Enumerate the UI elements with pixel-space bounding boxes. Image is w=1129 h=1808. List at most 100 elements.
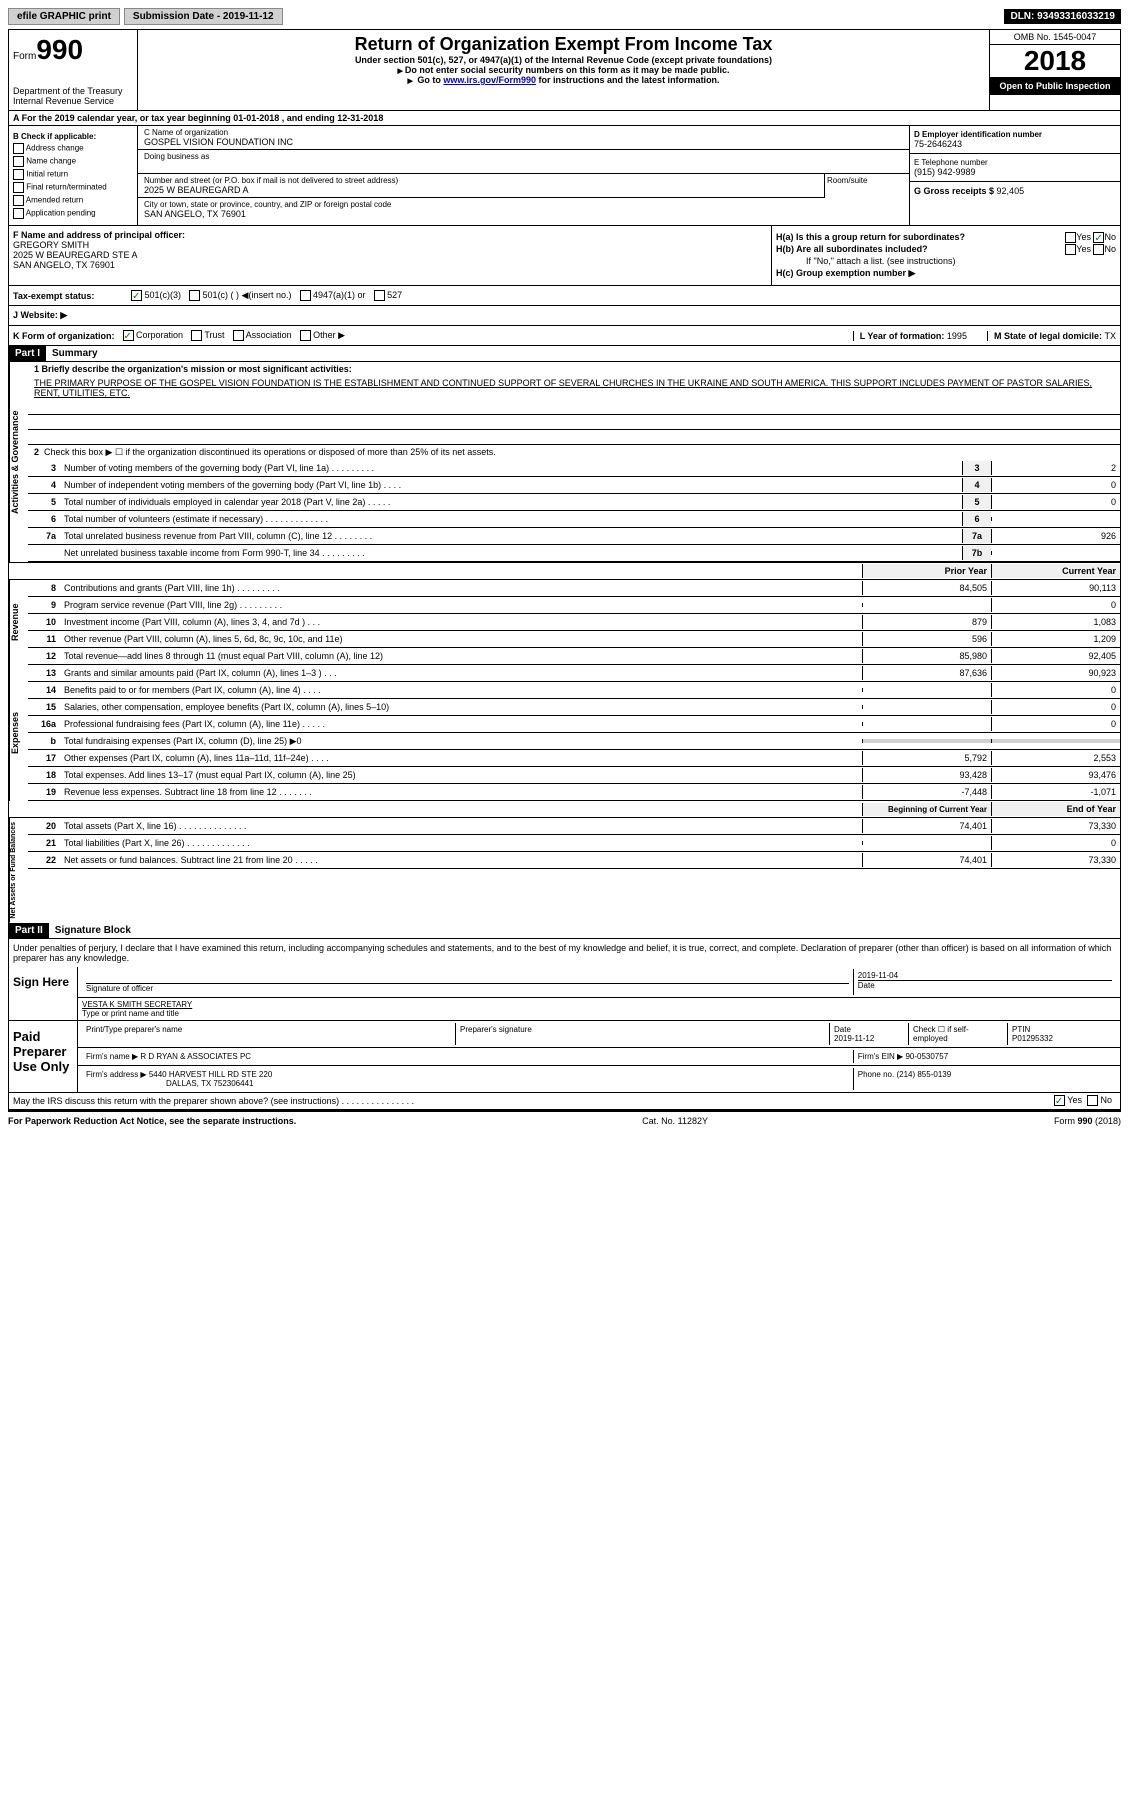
submission-date-value: 2019-11-12 (223, 11, 274, 22)
prep-name-label: Print/Type preparer's name (82, 1023, 456, 1045)
line-13: 13Grants and similar amounts paid (Part … (28, 665, 1120, 682)
part1-header: Part ISummary (9, 346, 1120, 362)
line-11: 11Other revenue (Part VIII, column (A), … (28, 631, 1120, 648)
col-b-title: B Check if applicable: (13, 132, 133, 141)
cb-other[interactable]: Other ▶ (300, 330, 345, 341)
room-suite-label: Room/suite (825, 174, 909, 198)
irs-discuss-no[interactable] (1087, 1095, 1098, 1106)
gross-value: 92,405 (997, 186, 1025, 196)
cb-trust[interactable]: Trust (191, 330, 225, 341)
cb-501c3[interactable]: 501(c)(3) (131, 290, 181, 301)
header-mid: Return of Organization Exempt From Incom… (138, 30, 989, 110)
line-20: 20Total assets (Part X, line 16) . . . .… (28, 818, 1120, 835)
line-b: bTotal fundraising expenses (Part IX, co… (28, 733, 1120, 750)
side-governance: Activities & Governance (9, 362, 28, 562)
row-f-h: F Name and address of principal officer:… (9, 226, 1120, 286)
line-10: 10Investment income (Part VIII, column (… (28, 614, 1120, 631)
org-city: SAN ANGELO, TX 76901 (144, 209, 903, 219)
line1-label: 1 Briefly describe the organization's mi… (28, 362, 1120, 376)
line-14: 14Benefits paid to or for members (Part … (28, 682, 1120, 699)
row-h-group: H(a) Is this a group return for subordin… (772, 226, 1120, 285)
state-domicile: TX (1104, 331, 1116, 341)
cb-501c[interactable]: 501(c) ( ) ◀(insert no.) (189, 290, 291, 301)
year-formation: 1995 (947, 331, 967, 341)
date-label: Date (858, 980, 1112, 990)
declaration-text: Under penalties of perjury, I declare th… (9, 939, 1120, 967)
irs-discuss-row: May the IRS discuss this return with the… (9, 1092, 1120, 1111)
form-title: Return of Organization Exempt From Incom… (142, 34, 985, 55)
sign-here-block: Sign Here Signature of officer 2019-11-0… (9, 967, 1120, 1021)
officer-addr2: SAN ANGELO, TX 76901 (13, 260, 767, 270)
footer-formref: Form 990 (2018) (1054, 1116, 1121, 1126)
sig-date: 2019-11-04 (858, 971, 1112, 980)
irs-link[interactable]: www.irs.gov/Form990 (443, 75, 536, 85)
line-18: 18Total expenses. Add lines 13–17 (must … (28, 767, 1120, 784)
city-label: City or town, state or province, country… (144, 200, 903, 209)
row-i-tax-status: Tax-exempt status: 501(c)(3) 501(c) ( ) … (9, 286, 1120, 306)
org-address: 2025 W BEAUREGARD A (144, 185, 818, 195)
dba-label: Doing business as (144, 152, 903, 161)
firm-addr2: DALLAS, TX 752306441 (166, 1079, 253, 1088)
cb-app-pending[interactable]: Application pending (13, 208, 133, 219)
side-expenses: Expenses (9, 665, 28, 801)
sign-here-label: Sign Here (9, 967, 78, 1020)
form-990: Form990 Department of the Treasury Inter… (8, 29, 1121, 1112)
cb-name-change[interactable]: Name change (13, 156, 133, 167)
cb-association[interactable]: Association (233, 330, 292, 341)
col-c-name-address: C Name of organization GOSPEL VISION FOU… (138, 126, 909, 225)
cb-initial-return[interactable]: Initial return (13, 169, 133, 180)
omb-number: OMB No. 1545-0047 (990, 30, 1120, 45)
ein-label: D Employer identification number (914, 130, 1116, 139)
form-word: Form (13, 51, 36, 62)
cb-527[interactable]: 527 (374, 290, 403, 301)
submission-date-button[interactable]: Submission Date - 2019-11-12 (124, 8, 283, 25)
paid-preparer-label: Paid Preparer Use Only (9, 1021, 78, 1092)
col-b-checkboxes: B Check if applicable: Address change Na… (9, 126, 138, 225)
line-22: 22Net assets or fund balances. Subtract … (28, 852, 1120, 869)
part1-netassets: Net Assets or Fund Balances 20Total asse… (9, 818, 1120, 923)
part1-revenue: Revenue 8Contributions and grants (Part … (9, 580, 1120, 665)
open-inspection: Open to Public Inspection (990, 77, 1120, 95)
line-5: 5Total number of individuals employed in… (28, 494, 1120, 511)
form-subtitle-1: Under section 501(c), 527, or 4947(a)(1)… (142, 55, 985, 65)
cb-final-return[interactable]: Final return/terminated (13, 182, 133, 193)
self-employed-check[interactable]: Check ☐ if self-employed (909, 1023, 1008, 1045)
line-19: 19Revenue less expenses. Subtract line 1… (28, 784, 1120, 801)
row-a-tax-year: A For the 2019 calendar year, or tax yea… (9, 111, 1120, 126)
officer-addr1: 2025 W BEAUREGARD STE A (13, 250, 767, 260)
section-identity: B Check if applicable: Address change Na… (9, 126, 1120, 226)
firm-addr1: 5440 HARVEST HILL RD STE 220 (149, 1070, 272, 1079)
line-8: 8Contributions and grants (Part VIII, li… (28, 580, 1120, 597)
prior-cur-header: Prior Year Current Year (9, 562, 1120, 580)
submission-date-label: Submission Date - (133, 11, 223, 22)
top-bar: efile GRAPHIC print Submission Date - 20… (8, 8, 1121, 25)
officer-name: GREGORY SMITH (13, 240, 767, 250)
line-6: 6Total number of volunteers (estimate if… (28, 511, 1120, 528)
row-j-website: J Website: ▶ (9, 306, 1120, 326)
tel-label: E Telephone number (914, 158, 1116, 167)
efile-print-button[interactable]: efile GRAPHIC print (8, 8, 120, 25)
footer: For Paperwork Reduction Act Notice, see … (8, 1112, 1121, 1130)
header-right: OMB No. 1545-0047 2018 Open to Public In… (989, 30, 1120, 110)
ptin-value: P01295332 (1012, 1034, 1053, 1043)
cb-amended-return[interactable]: Amended return (13, 195, 133, 206)
cb-4947[interactable]: 4947(a)(1) or (300, 290, 366, 301)
firm-ein: 90-0530757 (905, 1052, 948, 1061)
firm-name: R D RYAN & ASSOCIATES PC (140, 1052, 251, 1061)
cb-address-change[interactable]: Address change (13, 143, 133, 154)
col-d-ein-tel: D Employer identification number 75-2646… (909, 126, 1120, 225)
irs-discuss-yes[interactable] (1054, 1095, 1065, 1106)
mission-text: THE PRIMARY PURPOSE OF THE GOSPEL VISION… (28, 376, 1120, 400)
header-left: Form990 Department of the Treasury Inter… (9, 30, 138, 110)
tel-value: (915) 942-9989 (914, 167, 1116, 177)
dept-treasury: Department of the Treasury (13, 86, 133, 96)
line-4: 4Number of independent voting members of… (28, 477, 1120, 494)
header: Form990 Department of the Treasury Inter… (9, 30, 1120, 111)
footer-catno: Cat. No. 11282Y (642, 1116, 708, 1126)
line-21: 21Total liabilities (Part X, line 26) . … (28, 835, 1120, 852)
gross-label: G Gross receipts $ (914, 186, 997, 196)
addr-label: Number and street (or P.O. box if mail i… (144, 176, 818, 185)
form-number: 990 (36, 34, 83, 65)
cb-corporation[interactable]: Corporation (123, 330, 184, 341)
form-subtitle-2: Do not enter social security numbers on … (142, 65, 985, 75)
